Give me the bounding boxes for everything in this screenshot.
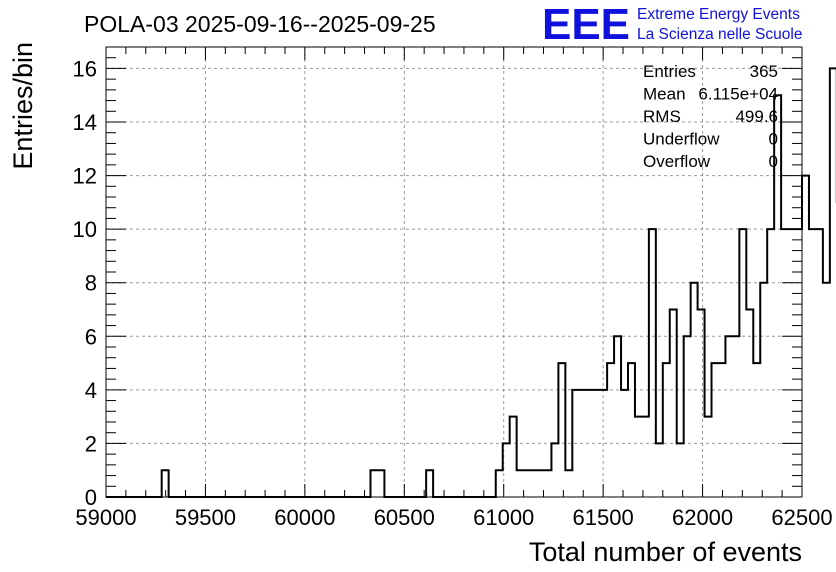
x-tick-label: 60000 xyxy=(274,505,335,530)
x-axis-label: Total number of events xyxy=(529,537,802,567)
x-tick-label: 62500 xyxy=(771,505,832,530)
y-tick-label: 0 xyxy=(85,485,97,510)
stats-box: Entries 365 Mean 6.115e+04 RMS 499.6 Underflow… xyxy=(643,62,778,171)
eee-logo: EEE Extreme Energy Events La Scienza nel… xyxy=(542,0,802,49)
eee-logo-mark: EEE xyxy=(542,0,630,49)
chart-title: POLA-03 2025-09-16--2025-09-25 xyxy=(84,11,436,37)
logo-line-2: La Scienza nelle Scuole xyxy=(637,26,802,43)
stats-label: Entries xyxy=(643,62,696,81)
y-tick-label: 8 xyxy=(85,271,97,296)
y-tick-label: 2 xyxy=(85,431,97,456)
y-tick-label: 6 xyxy=(85,324,97,349)
x-tick-label: 59500 xyxy=(175,505,236,530)
stats-value: 6.115e+04 xyxy=(698,85,778,104)
y-tick-label: 14 xyxy=(73,110,97,135)
y-tick-label: 12 xyxy=(73,164,97,189)
x-tick-label: 60500 xyxy=(374,505,435,530)
y-tick-label: 16 xyxy=(73,56,97,81)
stats-value: 499.6 xyxy=(735,107,778,126)
x-axis: 59000 59500 60000 60500 61000 61500 62000 62500 xyxy=(75,47,833,530)
y-tick-label: 4 xyxy=(85,378,97,403)
x-tick-label: 59000 xyxy=(75,505,136,530)
x-tick-label: 62000 xyxy=(672,505,733,530)
stats-label: RMS xyxy=(643,107,681,126)
logo-line-1: Extreme Energy Events xyxy=(637,6,800,23)
stats-label: Underflow xyxy=(643,130,720,149)
x-tick-label: 61000 xyxy=(473,505,534,530)
stats-value: 0 xyxy=(769,152,778,171)
y-axis: 0 2 4 6 8 10 12 14 16 xyxy=(73,56,802,510)
y-axis-label: Entries/bin xyxy=(8,42,38,170)
y-tick-label: 10 xyxy=(73,217,97,242)
stats-label: Overflow xyxy=(643,152,711,171)
plot-frame xyxy=(105,46,803,498)
stats-value: 365 xyxy=(750,62,778,81)
grid xyxy=(105,47,803,497)
stats-label: Mean xyxy=(643,85,686,104)
stats-value: 0 xyxy=(769,130,778,149)
x-tick-label: 61500 xyxy=(573,505,634,530)
